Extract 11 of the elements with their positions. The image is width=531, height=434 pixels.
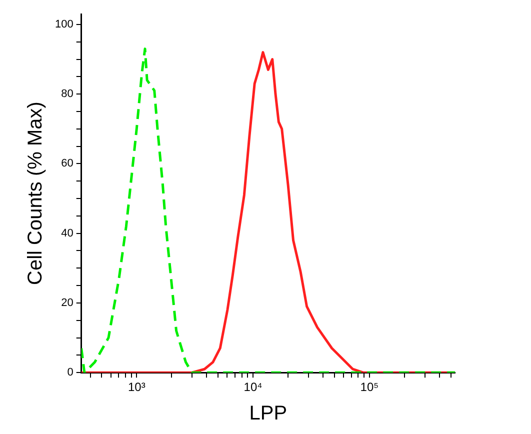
x-tick-label: 10⁴ xyxy=(244,380,262,394)
y-axis-title: Cell Counts (% Max) xyxy=(24,102,47,285)
y-tick-label: 0 xyxy=(67,366,74,379)
x-tick-label: 10⁵ xyxy=(360,380,379,394)
y-tick-label: 20 xyxy=(61,297,74,309)
y-tick-label: 100 xyxy=(54,18,74,30)
y-tick-label: 40 xyxy=(61,227,74,240)
y-tick-label: 60 xyxy=(61,158,74,170)
x-axis-title: LPP xyxy=(249,402,288,425)
x-tick-label: 10³ xyxy=(128,380,146,394)
y-tick-label: 80 xyxy=(61,88,74,100)
